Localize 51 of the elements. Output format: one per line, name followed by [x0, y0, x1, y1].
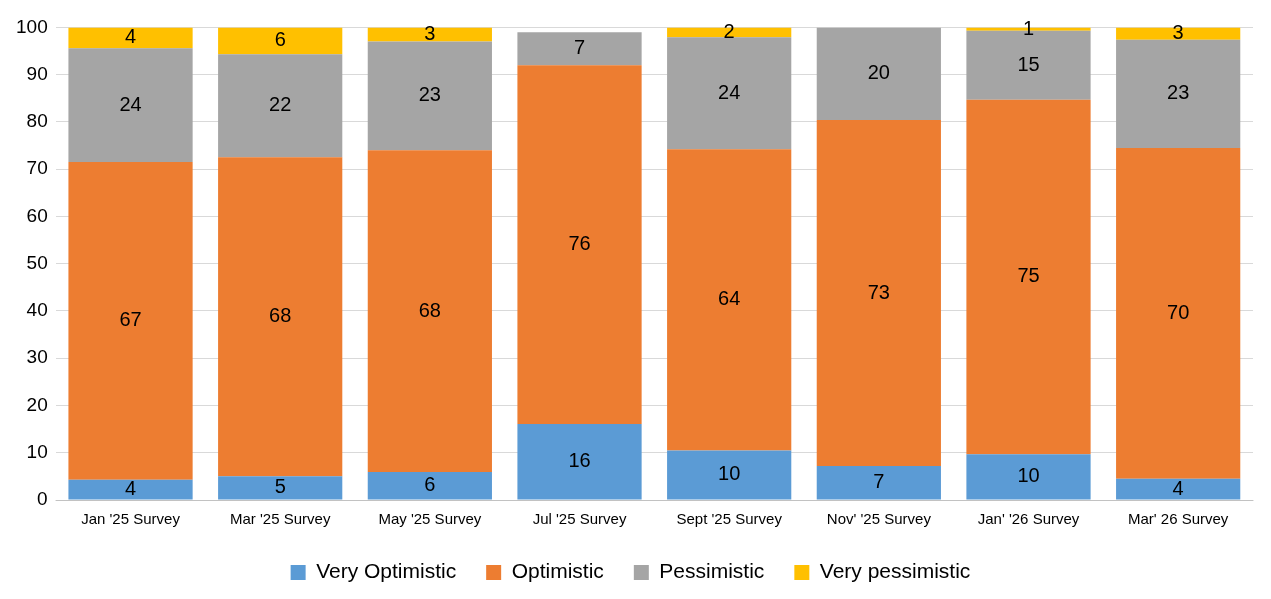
x-tick-label: Jan' '26 Survey	[977, 510, 1080, 528]
data-label: 6	[274, 28, 286, 51]
data-label: 22	[269, 93, 292, 116]
data-label: 3	[424, 22, 436, 44]
y-tick-label: 0	[37, 488, 48, 510]
data-label: 7	[573, 36, 586, 59]
data-label: 76	[568, 232, 591, 255]
data-label: 7	[873, 470, 885, 493]
y-tick-label: 30	[26, 346, 48, 368]
data-label: 75	[1017, 264, 1040, 287]
legend-label: Very pessimistic	[819, 559, 971, 583]
data-label: 5	[274, 475, 286, 498]
y-tick-label: 20	[26, 393, 48, 415]
data-label: 4	[124, 477, 137, 500]
data-label: 20	[867, 61, 890, 84]
data-label: 4	[124, 25, 137, 48]
y-tick-label: 70	[26, 157, 48, 179]
data-label: 16	[568, 449, 591, 472]
data-label: 23	[1167, 81, 1190, 104]
data-label: 67	[119, 308, 142, 331]
data-label: 64	[718, 287, 741, 310]
y-tick-label: 100	[16, 15, 48, 37]
x-tick-label: Jul '25 Survey	[532, 510, 627, 528]
y-tick-label: 80	[26, 110, 48, 132]
data-label: 70	[1167, 300, 1190, 323]
data-label: 6	[424, 473, 436, 496]
y-tick-label: 40	[26, 299, 48, 321]
data-label: 24	[718, 80, 741, 103]
x-tick-label: Mar '25 Survey	[229, 510, 331, 528]
data-label: 68	[418, 298, 441, 321]
data-label: 23	[418, 83, 441, 106]
data-label: 4	[1172, 476, 1184, 499]
y-tick-label: 60	[26, 204, 48, 226]
x-tick-label: Jan '25 Survey	[81, 510, 181, 528]
data-label: 15	[1017, 52, 1040, 75]
data-label: 10	[1017, 464, 1040, 487]
x-tick-label: Mar' 26 Survey	[1127, 510, 1229, 528]
data-label: 24	[119, 92, 142, 115]
legend-label: Optimistic	[511, 559, 604, 583]
legend-label: Pessimistic	[659, 559, 765, 583]
legend-label: Very Optimistic	[316, 559, 457, 583]
x-tick-label: Nov' '25 Survey	[826, 510, 932, 528]
data-label: 68	[269, 304, 292, 327]
data-label: 3	[1172, 21, 1184, 44]
y-tick-label: 10	[26, 440, 48, 462]
y-tick-label: 90	[26, 62, 48, 84]
y-tick-label: 50	[26, 251, 48, 273]
x-tick-label: May '25 Survey	[378, 510, 482, 528]
data-label: 10	[718, 462, 741, 485]
data-label: 73	[867, 280, 890, 303]
x-tick-label: Sept '25 Survey	[676, 510, 783, 528]
